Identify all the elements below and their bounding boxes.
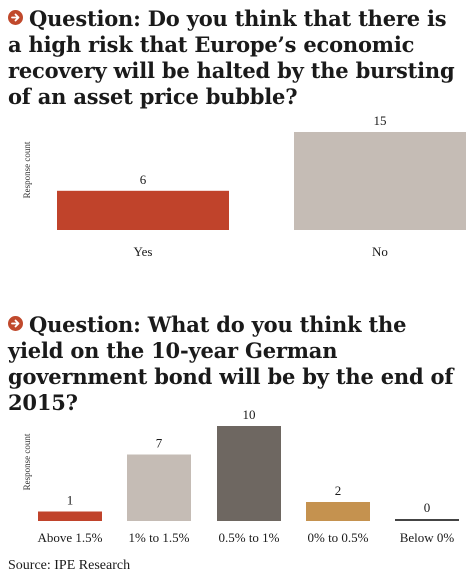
- chart2-bar-4: [395, 519, 459, 521]
- chart2-value-label-2: 10: [243, 407, 256, 422]
- y-axis-label: Response count: [22, 141, 32, 198]
- chart2-bar-3: [306, 502, 370, 521]
- arrow-right-circle-icon: [8, 10, 23, 25]
- source-note: Source: IPE Research: [8, 558, 131, 573]
- chart1-value-label-0: 6: [140, 172, 147, 187]
- chart1-bar-0: [57, 190, 229, 230]
- chart1-category-label-1: No: [372, 244, 388, 259]
- chart2-value-label-3: 2: [335, 483, 342, 498]
- question-2-title: Question: What do you think the yield on…: [8, 312, 463, 416]
- chart2-value-label-1: 7: [156, 436, 163, 451]
- chart2-bar-0: [38, 511, 102, 521]
- chart2-value-label-4: 0: [424, 500, 431, 515]
- question-1-title: Question: Do you think that there is a h…: [8, 6, 463, 110]
- chart2-category-label-1: 1% to 1.5%: [128, 530, 189, 545]
- chart1-bar-1: [294, 132, 466, 230]
- chart-1: Response count 6 Yes 15 No: [22, 113, 466, 259]
- chart-2: Response count 1 Above 1.5% 7 1% to 1.5% 10 0.…: [22, 407, 459, 545]
- y-axis-label: Response count: [22, 433, 32, 490]
- chart2-category-label-4: Below 0%: [400, 530, 455, 545]
- chart1-category-label-0: Yes: [134, 244, 153, 259]
- chart2-value-label-0: 1: [67, 493, 74, 508]
- arrow-right-circle-icon: [8, 316, 23, 331]
- chart1-value-label-1: 15: [374, 113, 387, 128]
- chart2-category-label-2: 0.5% to 1%: [218, 530, 279, 545]
- chart2-bar-1: [127, 454, 191, 521]
- chart2-category-label-3: 0% to 0.5%: [307, 530, 368, 545]
- chart2-category-label-0: Above 1.5%: [38, 530, 103, 545]
- question-1-text: Question: Do you think that there is a h…: [8, 6, 455, 109]
- question-2-text: Question: What do you think the yield on…: [8, 312, 454, 415]
- chart2-bar-2: [217, 426, 281, 521]
